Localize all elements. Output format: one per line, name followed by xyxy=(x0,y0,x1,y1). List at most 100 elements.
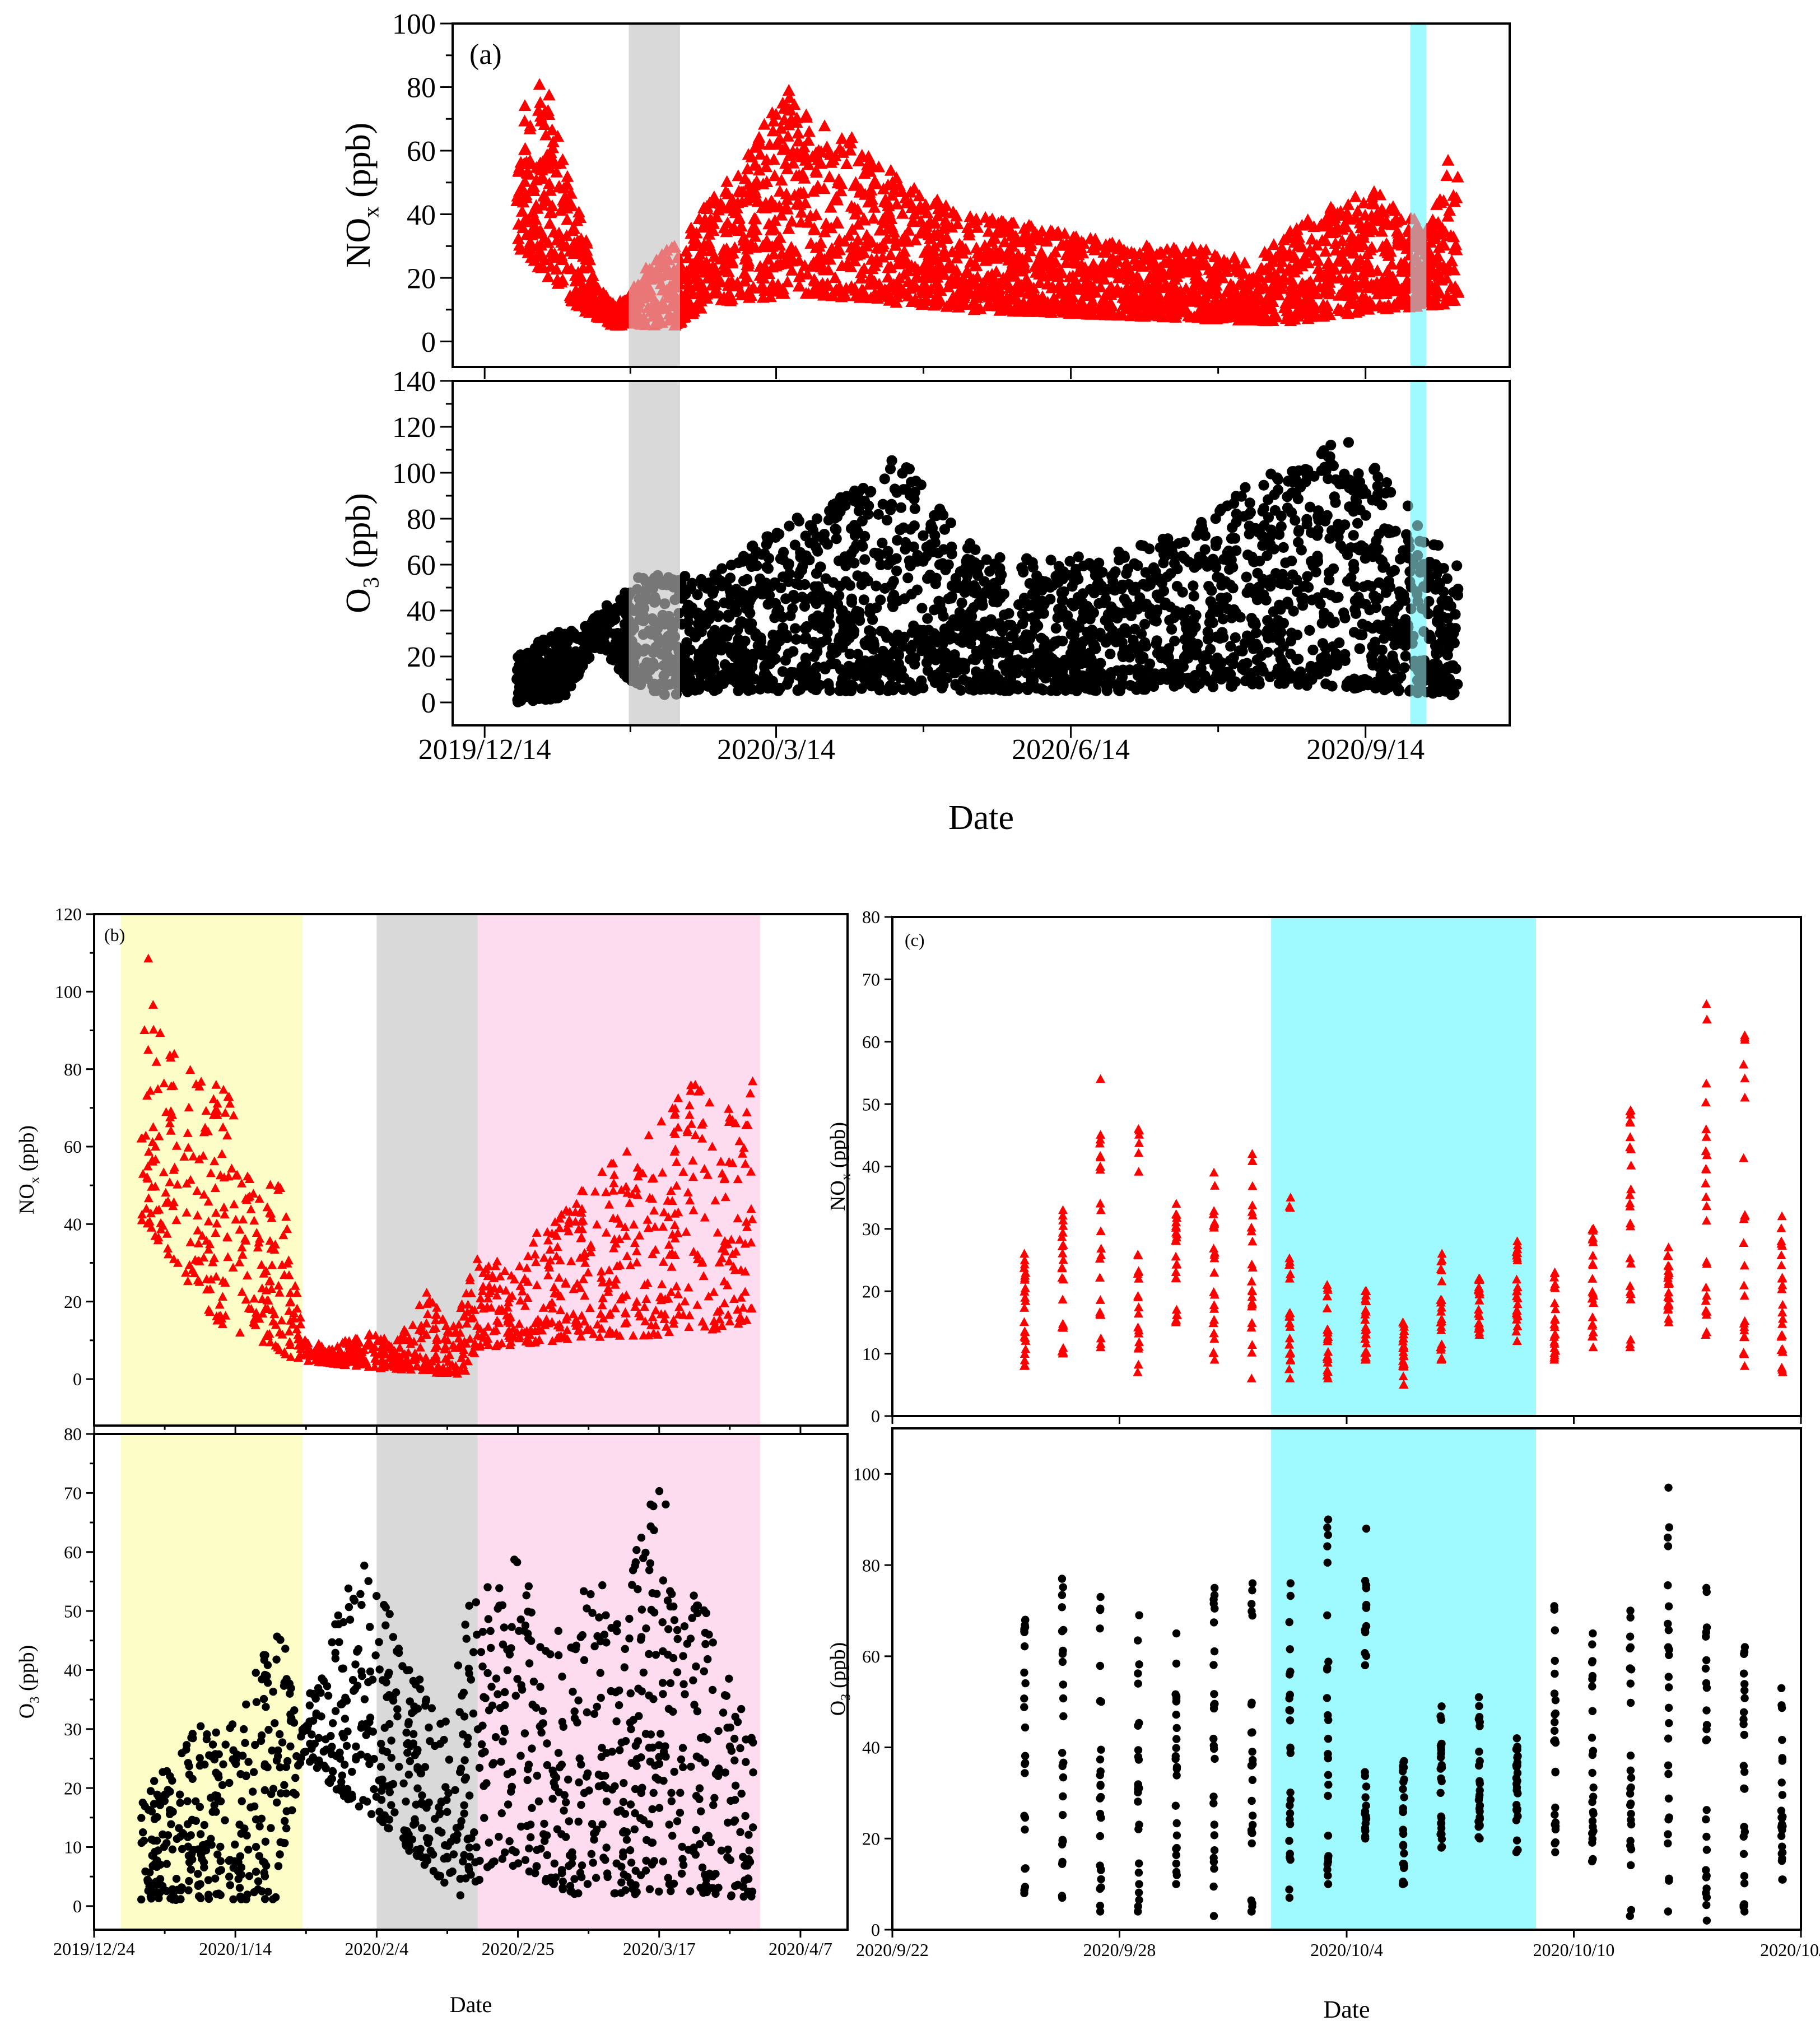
nox-point xyxy=(909,234,922,246)
nox-point xyxy=(865,253,878,265)
o3-point xyxy=(956,597,967,608)
nox-point xyxy=(771,137,785,150)
o3-point xyxy=(1369,464,1380,475)
o3-point xyxy=(911,556,923,567)
o3-point xyxy=(1263,512,1274,523)
nox-point xyxy=(998,235,1011,248)
nox-point xyxy=(779,157,792,169)
nox-point xyxy=(896,207,909,219)
o3-point xyxy=(1134,592,1146,603)
o3-point xyxy=(746,618,757,629)
nox-point xyxy=(1045,281,1058,294)
nox-point xyxy=(1144,258,1157,270)
nox-point xyxy=(779,141,792,153)
o3-point xyxy=(1238,659,1249,670)
o3-point xyxy=(801,622,812,634)
nox-point xyxy=(823,170,836,183)
o3-point xyxy=(695,681,706,692)
nox-point xyxy=(844,143,857,156)
o3-point xyxy=(1389,565,1400,576)
nox-point xyxy=(1445,281,1458,292)
nox-point xyxy=(1342,198,1355,210)
nox-point xyxy=(797,141,811,152)
o3-point xyxy=(916,603,928,614)
nox-point xyxy=(1450,191,1463,203)
o3-point xyxy=(966,611,978,622)
o3-point xyxy=(1244,528,1255,540)
o3-point xyxy=(1158,548,1170,560)
o3-point xyxy=(1223,555,1234,566)
nox-point xyxy=(1335,234,1349,246)
nox-point xyxy=(1156,309,1169,322)
nox-point xyxy=(785,264,798,276)
nox-point xyxy=(565,224,579,236)
o3-point xyxy=(1105,648,1116,660)
nox-point xyxy=(947,290,960,302)
nox-point xyxy=(752,133,765,145)
nox-point xyxy=(907,181,921,194)
o3-point xyxy=(1339,468,1350,479)
o3-point xyxy=(1290,474,1301,486)
o3-point xyxy=(1210,540,1222,552)
o3-point xyxy=(1348,530,1359,541)
o3-point xyxy=(1207,681,1219,692)
nox-point xyxy=(1186,243,1199,255)
nox-point xyxy=(1228,251,1241,263)
o3-point xyxy=(1387,612,1398,624)
nox-point xyxy=(1241,277,1255,290)
o3-point xyxy=(1263,494,1274,505)
o3-point xyxy=(770,598,781,609)
nox-point xyxy=(1339,273,1353,285)
o3-point xyxy=(682,616,694,627)
nox-point xyxy=(536,114,548,126)
nox-point xyxy=(1366,197,1380,209)
o3-point xyxy=(905,644,916,655)
nox-point xyxy=(1367,185,1381,197)
o3-point xyxy=(1348,564,1360,575)
o3-point xyxy=(888,576,899,587)
nox-point xyxy=(1044,224,1057,236)
nox-point xyxy=(738,267,751,279)
o3-point xyxy=(1165,568,1176,579)
o3-point xyxy=(812,546,823,557)
o3-point xyxy=(1163,643,1175,654)
nox-point xyxy=(864,184,878,196)
nox-point xyxy=(799,108,813,120)
nox-point xyxy=(720,175,734,187)
o3-point xyxy=(1027,557,1038,568)
nox-point xyxy=(1300,291,1313,304)
o3-point xyxy=(1116,672,1128,683)
o3-point xyxy=(1342,576,1353,587)
nox-point xyxy=(1430,198,1443,210)
nox-point xyxy=(546,123,558,136)
nox-point xyxy=(523,244,536,256)
y-tick-label: 0 xyxy=(421,327,436,358)
nox-point xyxy=(913,189,926,202)
o3-point xyxy=(1223,546,1234,557)
nox-point xyxy=(970,213,983,226)
nox-point xyxy=(942,258,955,271)
o3-point xyxy=(811,598,822,609)
o3-point xyxy=(877,645,888,657)
nox-point xyxy=(834,184,848,197)
nox-point xyxy=(524,235,537,248)
o3-point xyxy=(1212,571,1223,583)
nox-point xyxy=(1357,238,1370,250)
nox-point xyxy=(1063,238,1076,250)
nox-point xyxy=(550,165,564,178)
o3-point xyxy=(1282,599,1293,610)
nox-point xyxy=(758,118,771,130)
nox-point xyxy=(1301,218,1314,230)
nox-point xyxy=(1267,238,1281,250)
nox-point xyxy=(914,226,928,239)
nox-point xyxy=(985,235,998,247)
o3-point xyxy=(1239,511,1250,522)
nox-point xyxy=(889,239,902,251)
o3-point xyxy=(789,539,800,551)
nox-point xyxy=(842,229,855,241)
o3-point xyxy=(1395,591,1406,602)
o3-point xyxy=(1141,673,1152,684)
o3-point xyxy=(1001,663,1012,674)
o3-point xyxy=(1286,627,1297,639)
o3-point xyxy=(984,663,995,674)
